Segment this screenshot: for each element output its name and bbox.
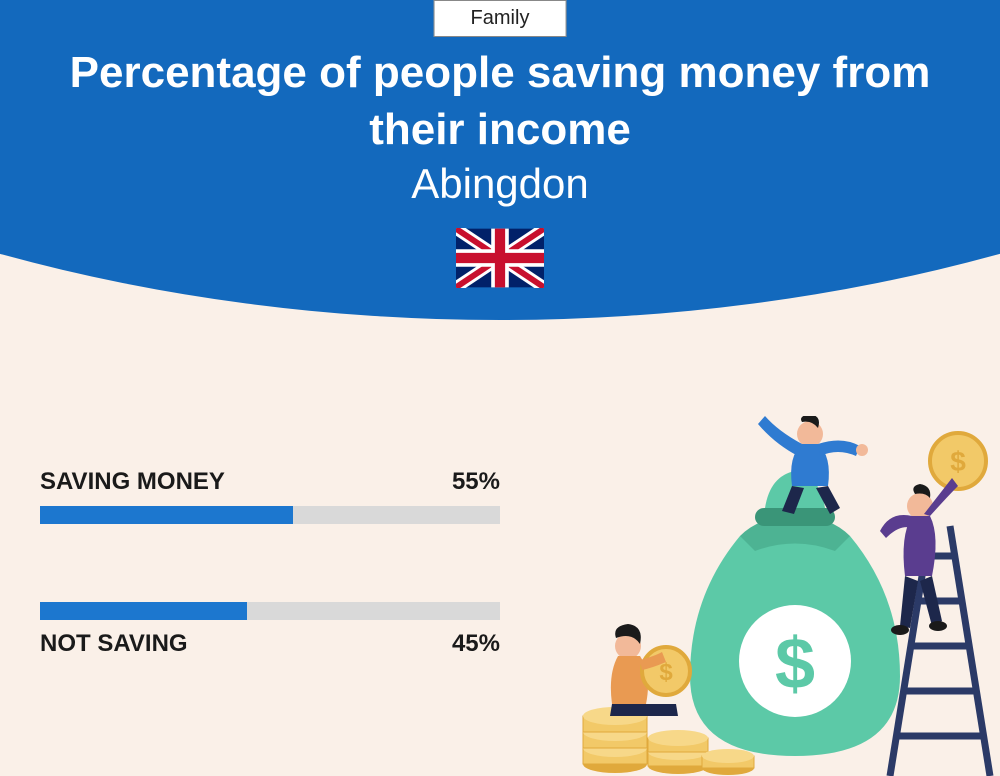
savings-illustration: $ $ $ — [560, 416, 1000, 776]
bar-notsaving-label: NOT SAVING — [40, 630, 188, 658]
uk-flag-icon — [456, 228, 544, 288]
bar-notsaving-track — [40, 602, 500, 620]
category-label: Family — [471, 7, 530, 29]
bar-saving-track — [40, 506, 500, 524]
bar-saving-value: 55% — [452, 468, 500, 496]
bar-saving: SAVING MONEY 55% — [40, 468, 500, 524]
bar-notsaving-value: 45% — [452, 630, 500, 658]
person-sitting-icon: $ — [610, 624, 690, 716]
bar-saving-fill — [40, 506, 293, 524]
bar-notsaving-fill — [40, 602, 247, 620]
bar-saving-label: SAVING MONEY — [40, 468, 225, 496]
bars-area: SAVING MONEY 55% NOT SAVING 45% — [40, 468, 500, 736]
page-title: Percentage of people saving money from t… — [0, 44, 1000, 158]
location-name: Abingdon — [0, 160, 1000, 208]
bar-saving-labels: SAVING MONEY 55% — [40, 468, 500, 496]
bar-notsaving: NOT SAVING 45% — [40, 602, 500, 658]
bar-notsaving-labels: NOT SAVING 45% — [40, 630, 500, 658]
category-tab: Family — [434, 0, 567, 37]
money-bag-icon: $ — [690, 471, 900, 756]
person-ladder-icon: $ — [880, 433, 986, 635]
svg-text:$: $ — [775, 624, 815, 704]
svg-text:$: $ — [950, 446, 966, 477]
